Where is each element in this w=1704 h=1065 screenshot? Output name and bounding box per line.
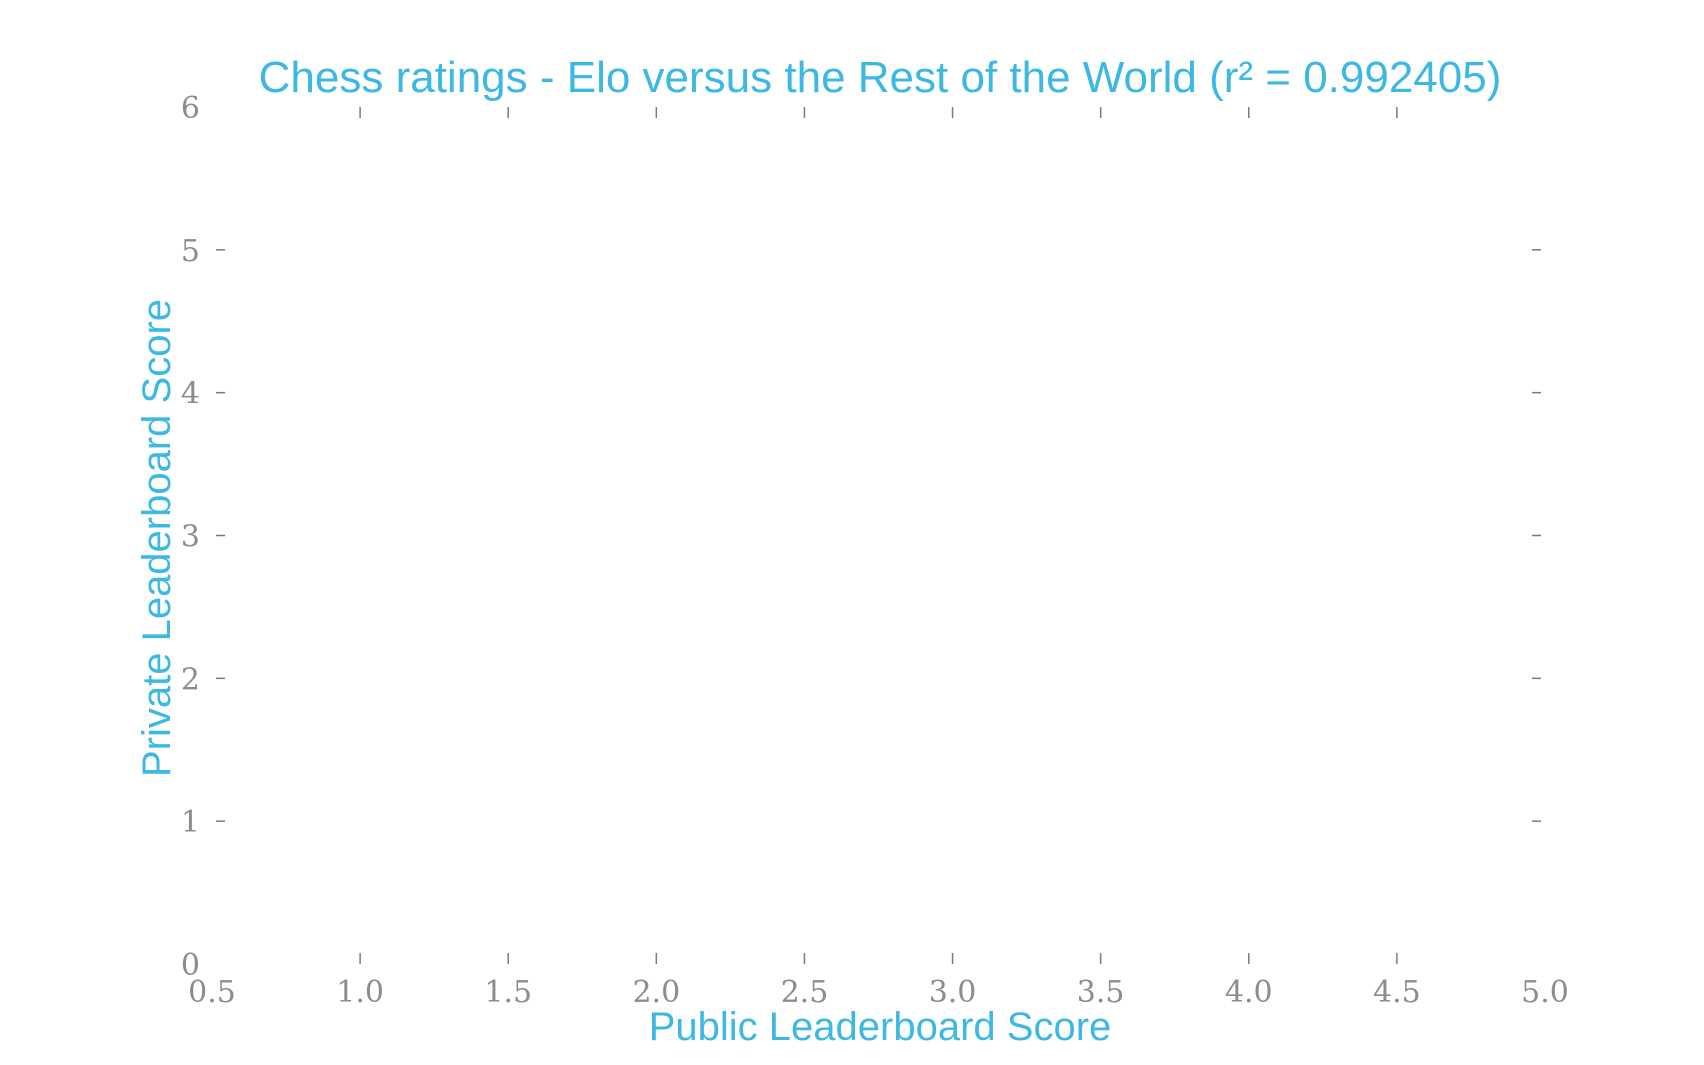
x-tick-label: 5.0 bbox=[1521, 975, 1569, 1010]
chart-title: Chess ratings - Elo versus the Rest of t… bbox=[259, 53, 1502, 102]
y-axis-label: Private Leaderboard Score bbox=[135, 299, 179, 777]
y-tick-label: 2 bbox=[181, 662, 200, 697]
x-axis-label: Public Leaderboard Score bbox=[649, 1005, 1112, 1049]
x-tick-label: 1.0 bbox=[336, 975, 384, 1010]
x-tick-label: 4.5 bbox=[1373, 975, 1421, 1010]
y-tick-label: 4 bbox=[181, 377, 200, 412]
x-tick-label: 1.5 bbox=[484, 975, 532, 1010]
y-tick-label: 6 bbox=[181, 91, 200, 126]
x-tick-label: 2.0 bbox=[632, 975, 680, 1010]
x-tick-label: 2.5 bbox=[781, 975, 829, 1010]
x-tick-label: 0.5 bbox=[188, 975, 236, 1010]
x-axis-ticks: 0.5 1.0 1.5 2.0 2.5 3.0 3.5 4.0 4.5 5.0 bbox=[188, 107, 1569, 1010]
y-tick-label: 5 bbox=[181, 234, 200, 269]
y-tick-label: 0 bbox=[181, 948, 200, 983]
y-tick-label: 3 bbox=[181, 520, 200, 555]
x-tick-label: 3.5 bbox=[1077, 975, 1125, 1010]
y-tick-label: 1 bbox=[181, 805, 200, 840]
x-tick-label: 3.0 bbox=[929, 975, 977, 1010]
x-tick-label: 4.0 bbox=[1225, 975, 1273, 1010]
y-axis-ticks: 0 1 2 3 4 5 6 bbox=[181, 91, 1541, 983]
